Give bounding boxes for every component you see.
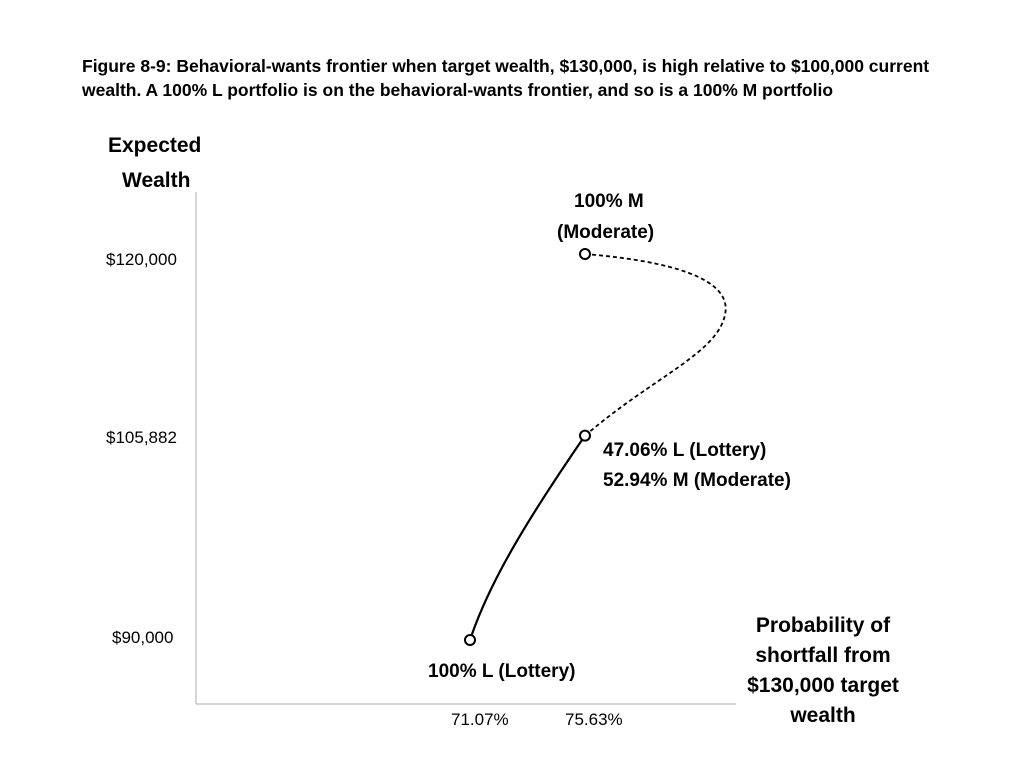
x-tick-label-7563: 75.63%	[565, 710, 623, 729]
x-axis-label-line-2: shortfall from	[755, 644, 891, 667]
y-tick-label-105882: $105,882	[106, 428, 177, 447]
annotation-mix-line-2: 52.94% M (Moderate)	[603, 470, 791, 491]
annotation-100-l: 100% L (Lottery)	[428, 661, 576, 682]
x-axis-label-line-1: Probability of	[755, 614, 891, 637]
y-axis-label-line-1: Expected	[108, 134, 202, 157]
chart-title: Figure 8-9: Behavioral-wants frontier wh…	[82, 56, 930, 100]
point-mix	[579, 429, 591, 442]
y-tick-label-90000: $90,000	[112, 628, 174, 647]
x-axis-label-line-4: wealth	[790, 704, 856, 727]
y-tick-label-120000: $120,000	[106, 250, 177, 269]
annotation-100-m-line-2: (Moderate)	[557, 222, 655, 243]
x-tick-label-7107: 71.07%	[451, 710, 509, 729]
frontier-solid-segment	[468, 435, 586, 641]
frontier-dashed-segment	[584, 253, 727, 437]
point-100-m	[579, 248, 591, 260]
point-100-l	[464, 634, 476, 646]
x-axis-label-line-3: $130,000 target	[747, 674, 899, 697]
annotation-100-m-line-1: 100% M	[574, 191, 644, 212]
y-axis-label-line-2: Wealth	[122, 169, 191, 192]
annotation-mix-line-1: 47.06% L (Lottery)	[603, 440, 767, 461]
